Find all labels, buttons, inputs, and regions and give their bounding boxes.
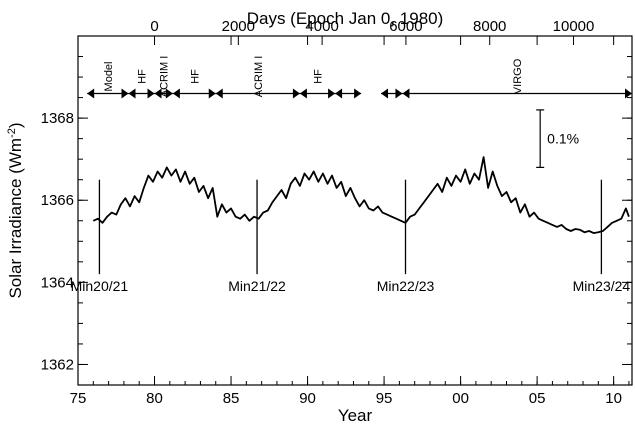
x-tick-label: 00 <box>452 390 469 407</box>
arrowhead-right <box>121 88 129 99</box>
arrowhead-left <box>154 88 162 99</box>
instrument-label: Model <box>103 61 115 91</box>
x-tick-label: 85 <box>223 390 240 407</box>
arrowhead-right <box>625 88 632 99</box>
x2-tick-label: 8000 <box>473 18 506 35</box>
instrument-label: ACRIM I <box>253 56 265 98</box>
arrowhead-right <box>165 88 173 99</box>
arrowhead-left <box>128 88 136 99</box>
y-tick-label: 1366 <box>41 192 74 209</box>
arrowhead-right <box>395 88 403 99</box>
x-axis-title: Year <box>338 406 373 424</box>
x2-tick-label: 10000 <box>553 18 595 35</box>
x2-tick-label: 6000 <box>389 18 422 35</box>
irradiance-series-line <box>92 156 630 234</box>
arrowhead-right <box>354 88 362 99</box>
arrowhead-left <box>299 88 307 99</box>
x-tick-label: 90 <box>299 390 316 407</box>
x2-tick-label: 4000 <box>305 18 338 35</box>
y-tick-label: 1364 <box>41 274 74 291</box>
x-tick-label: 80 <box>146 390 163 407</box>
x2-tick-label: 2000 <box>222 18 255 35</box>
minimum-label: Min22/23 <box>377 278 435 294</box>
arrowhead-left <box>381 88 389 99</box>
axis-ticks <box>77 35 632 386</box>
plot-area-border <box>77 35 633 386</box>
x2-tick-label: 0 <box>150 18 158 35</box>
scale-bar-label: 0.1% <box>547 131 579 147</box>
arrowhead-right <box>147 88 155 99</box>
arrowhead-right <box>328 88 336 99</box>
minimum-label: Min23/24 <box>573 278 631 294</box>
plot-frame <box>77 35 633 386</box>
instrument-periods: Model HF ACRIM I HF ACRIM I HF VIRGO <box>87 56 632 99</box>
top-axis-title: Days (Epoch Jan 0, 1980) <box>247 9 444 28</box>
x-tick-label: 10 <box>605 390 622 407</box>
instrument-label: ACRIM I <box>159 56 171 98</box>
arrowhead-right <box>292 88 300 99</box>
minimum-label: Min20/21 <box>71 278 129 294</box>
arrowhead-left <box>215 88 223 99</box>
scale-bar: 0.1% <box>536 109 579 168</box>
x-tick-label: 05 <box>529 390 546 407</box>
arrowhead-left <box>335 88 343 99</box>
axis-tick-labels: 75 80 85 90 95 00 05 10 0 2000 4000 6000 8000 10000 13… <box>41 18 622 407</box>
instrument-label: HF <box>137 69 149 84</box>
x-tick-label: 95 <box>376 390 393 407</box>
instrument-label: VIRGO <box>512 58 524 94</box>
y-tick-label: 1368 <box>41 110 74 127</box>
arrowhead-left <box>87 88 95 99</box>
x-tick-label: 75 <box>70 390 87 407</box>
instrument-label: HF <box>189 69 201 84</box>
minimum-label: Min21/22 <box>228 278 286 294</box>
arrowhead-right <box>208 88 216 99</box>
instrument-label: HF <box>313 69 325 84</box>
y-axis-title: Solar Irradiance (Wm-2) <box>6 122 25 298</box>
arrowhead-left <box>172 88 180 99</box>
y-tick-label: 1362 <box>41 356 74 373</box>
arrowhead-left <box>402 88 410 99</box>
solar-minima-markers: Min20/21 Min21/22 Min22/23 Min23/24 <box>71 179 631 294</box>
